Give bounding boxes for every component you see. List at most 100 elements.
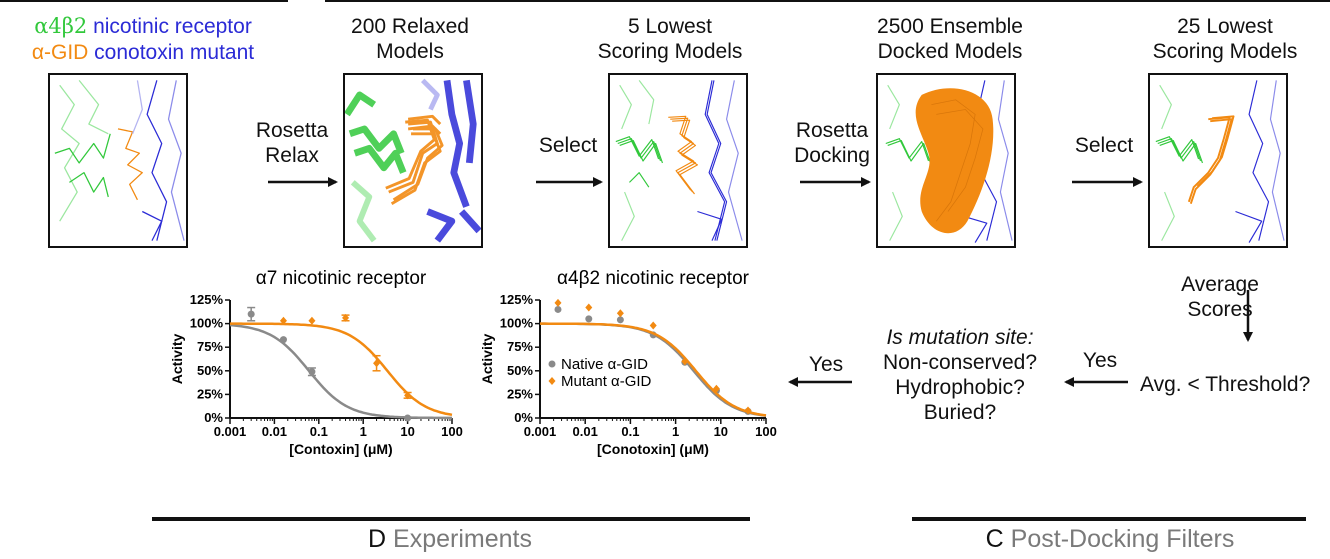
fit-curve [540,322,767,417]
conotoxin-symbol: α-GID [31,41,89,64]
header-ensemble-line1: 2500 Ensemble [877,15,1023,38]
structure-panel-lowest25 [1148,73,1288,248]
data-point [616,316,624,324]
data-point [712,384,720,393]
y-axis-label: Activity [169,334,185,385]
y-tick-label: 0% [204,410,223,425]
step-rosetta-docking: Rosetta Docking [786,118,878,168]
header-lowest5: 5 Lowest Scoring Models [590,14,750,64]
x-tick-label: 0.001 [214,424,247,439]
threshold-text: Avg. < Threshold? [1140,373,1311,396]
data-point [404,391,412,400]
y-tick-label: 75% [197,339,223,354]
legend-marker [548,360,556,368]
data-point [373,359,381,368]
x-tick-label: 0.001 [524,424,557,439]
structure-panel-relaxed [343,73,483,248]
footer-rule-filters [912,517,1306,521]
y-tick-label: 50% [197,363,223,378]
step-select-1: Select [538,134,598,157]
footer-filters-text: Post-Docking Filters [1003,525,1235,553]
data-point [279,336,287,344]
x-tick-label: 10 [400,424,414,439]
footer-filters: C Post-Docking Filters [900,525,1320,554]
data-point [744,406,752,415]
header-lowest5-line1: 5 Lowest [627,15,713,38]
structure-ensemble-image [885,80,1013,243]
data-point [585,315,593,323]
x-tick-label: 10 [714,424,728,439]
header-ensemble-line2: Docked Models [877,40,1023,63]
x-tick-label: 0.01 [573,424,598,439]
step-relax-line1: Rosetta [255,119,329,142]
criteria-item: Buried? [923,401,997,424]
receptor-symbol: α4β2 [34,14,88,38]
header-relaxed-line1: 200 Relaxed [351,15,469,38]
structure-lowest5-image [615,80,743,241]
step-relax-line2: Relax [265,144,319,167]
footer-experiments-letter: D [368,525,387,553]
fit-curve [230,322,453,417]
y-tick-label: 50% [507,363,533,378]
header-relaxed-line2: Models [376,40,444,63]
criteria-item: Hydrophobic? [895,376,1025,399]
data-point [308,316,316,325]
structure-start-image [54,79,185,241]
legend-marker [548,377,556,385]
fit-curve [229,323,452,420]
step-select-2: Select [1074,134,1134,157]
top-rule [325,0,1330,2]
x-axis-label: [Contoxin] (μM) [289,441,392,457]
step-rosetta-relax: Rosetta Relax [252,118,332,168]
step-average-line1: Average [1181,273,1259,296]
header-lowest25-line1: 25 Lowest [1177,15,1273,38]
y-tick-label: 25% [197,386,223,401]
structure-panel-lowest5 [608,73,748,248]
y-tick-label: 25% [507,386,533,401]
y-tick-label: 100% [500,316,534,331]
data-point [247,310,255,318]
chart-alpha7: α7 nicotinic receptor 0% 25% 50% 75% 100% 125%… [169,268,463,457]
structure-panel-start [48,73,188,248]
data-point [649,321,657,330]
step-docking-line1: Rosetta [795,119,869,142]
y-tick-label: 0% [514,410,533,425]
conotoxin-text: conotoxin mutant [88,41,255,64]
yes-label-right: Yes [1082,349,1118,372]
data-point [554,305,562,313]
data-point [681,357,689,366]
legend-line-2: α-GID conotoxin mutant [8,40,278,65]
step-docking-line2: Docking [794,144,870,167]
legend-label: Mutant α-GID [561,373,652,390]
x-tick-label: 1 [360,424,367,439]
y-tick-label: 75% [507,339,533,354]
y-tick-label: 125% [190,292,224,307]
structure-relaxed-image [345,78,481,243]
structure-panel-ensemble [876,73,1016,248]
header-ensemble: 2500 Ensemble Docked Models [870,14,1030,64]
x-tick-label: 0.01 [262,424,287,439]
criteria-title: Is mutation site: [886,326,1034,349]
y-axis-label: Activity [479,334,495,385]
x-tick-label: 0.1 [310,424,328,439]
chart-title: α4β2 nicotinic receptor [557,268,750,289]
data-point [404,414,412,422]
footer-rule-experiments [152,517,750,521]
criteria-block: Is mutation site: Non-conserved? Hydroph… [860,325,1060,425]
data-point [554,298,562,307]
footer-experiments-text: Experiments [386,525,532,553]
yes-label-left: Yes [808,353,844,376]
header-lowest5-line2: Scoring Models [597,40,743,63]
data-point [279,316,287,325]
step-average-line2: Scores [1187,298,1253,321]
data-point [342,313,350,322]
step-average-scores: Average Scores [1170,272,1270,322]
legend-label: Native α-GID [561,356,648,373]
structure-lowest25-image [1155,80,1285,243]
footer-experiments: D Experiments [250,525,650,554]
criteria-item: Non-conserved? [882,351,1038,374]
x-tick-label: 0.1 [621,424,639,439]
x-tick-label: 1 [672,424,679,439]
header-relaxed: 200 Relaxed Models [330,14,490,64]
